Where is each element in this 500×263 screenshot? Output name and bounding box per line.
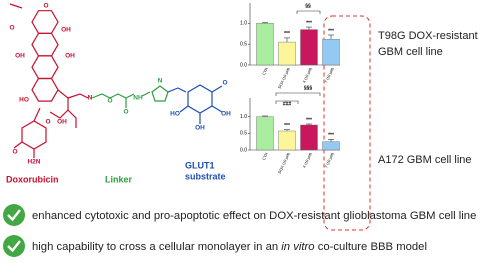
glucose-ring xyxy=(187,84,213,114)
fragment-label: GLUT1 xyxy=(185,160,215,170)
x-tick-label: 4 (10 µM) xyxy=(302,66,313,83)
check-circle xyxy=(3,204,25,226)
atom: HO xyxy=(170,111,180,118)
atom: OH xyxy=(221,111,231,118)
bond xyxy=(167,87,187,93)
atom: NH xyxy=(133,95,143,102)
bond xyxy=(49,89,69,119)
atom: OH xyxy=(65,53,75,60)
atom: OH xyxy=(195,125,205,132)
atom: N xyxy=(88,95,93,102)
x-tick-label: 7 (10 µM) xyxy=(324,66,335,83)
significance: *** xyxy=(284,123,290,129)
bond xyxy=(91,93,135,99)
x-tick-label: 7 (10 µM) xyxy=(324,151,335,168)
highlight-box xyxy=(323,15,371,231)
atom: OH xyxy=(57,119,67,126)
atom: OH xyxy=(15,53,25,60)
bond xyxy=(141,91,151,97)
check-icon xyxy=(3,235,25,257)
ring xyxy=(31,55,59,80)
bond xyxy=(211,85,223,93)
fragment-label: substrate xyxy=(185,171,226,181)
bracket xyxy=(296,10,321,14)
bond xyxy=(13,141,23,149)
significance: *** xyxy=(328,133,334,139)
cell-line-label: A172 GBM cell line xyxy=(378,154,472,166)
fragment-label: Linker xyxy=(105,174,133,184)
fragment-label: Doxorubicin xyxy=(6,174,59,184)
bond xyxy=(211,105,223,113)
y-tick-label: 0.0 xyxy=(240,62,247,68)
check-mark xyxy=(7,209,21,222)
ring xyxy=(31,10,59,34)
check-circle xyxy=(3,235,25,257)
bar-chart: 0.0 0.5 1.0 CTR *** DOX (10 µM) *** 4 (10 µM) **… xyxy=(240,98,340,174)
significance: §§§ xyxy=(304,85,313,91)
x-tick-label: CTR xyxy=(262,67,269,76)
atom: OH xyxy=(61,27,71,34)
atom: N xyxy=(158,78,163,85)
atom: O xyxy=(107,98,112,105)
claim-part: high capability to cross a cellular mono… xyxy=(32,241,281,253)
significance: §§ xyxy=(305,3,311,9)
bar xyxy=(256,116,274,151)
bar-chart: 0.0 0.5 1.0 CTR *** DOX (10 µM) *** 4 (10 µM) **… xyxy=(240,3,340,89)
y-tick-label: 0.5 xyxy=(240,131,247,137)
significance: *** xyxy=(306,20,312,26)
y-tick-label: 1.0 xyxy=(240,21,247,27)
y-tick-label: 0.0 xyxy=(240,147,247,153)
atom: O xyxy=(9,25,14,32)
bond xyxy=(67,93,89,99)
atom: H2N xyxy=(27,159,40,166)
atom: O xyxy=(45,119,50,126)
cell-line-label: GBM cell line xyxy=(378,46,443,58)
check-mark xyxy=(7,240,21,253)
atom: O xyxy=(43,3,48,10)
x-tick-label: 4 (10 µM) xyxy=(302,151,313,168)
bar xyxy=(300,29,318,66)
atom: O xyxy=(222,80,227,87)
claim: high capability to cross a cellular mono… xyxy=(32,241,427,253)
significance: *** xyxy=(284,31,290,37)
claim: enhanced cytotoxic and pro-apoptotic eff… xyxy=(32,210,476,222)
x-tick-label: DOX (10 µM) xyxy=(278,151,291,174)
cell-line-label: T98G DOX-resistant xyxy=(378,30,478,42)
x-tick-label: CTR xyxy=(262,152,269,161)
atom: O xyxy=(12,149,17,156)
atom: HO xyxy=(19,97,29,104)
bond xyxy=(179,105,189,113)
bracket xyxy=(275,100,299,104)
bond xyxy=(67,109,77,128)
bar xyxy=(322,141,340,151)
significance: *** xyxy=(306,117,312,123)
bond xyxy=(33,107,41,122)
bar xyxy=(278,41,296,66)
y-tick-label: 1.0 xyxy=(240,114,247,120)
claim-part: co-culture BBB model xyxy=(315,241,427,253)
bracket xyxy=(275,92,321,96)
claim-part: in vitro xyxy=(281,241,314,253)
daunosamine-ring xyxy=(21,120,47,150)
bar xyxy=(322,38,340,66)
significance: *** xyxy=(328,28,334,34)
bar xyxy=(256,23,274,66)
significance: ### xyxy=(283,101,292,107)
atom: O xyxy=(123,109,128,116)
ring xyxy=(31,77,59,102)
y-tick-label: 0.5 xyxy=(240,41,247,47)
bar xyxy=(300,124,318,151)
x-tick-label: DOX (10 µM) xyxy=(278,66,291,89)
triazole xyxy=(151,85,169,102)
chemical-structure: O O OH OH OH HO OH O H2N O N O O NH N O … xyxy=(6,3,231,185)
bond xyxy=(9,3,23,9)
check-icon xyxy=(3,204,25,226)
ring xyxy=(31,32,59,57)
bar xyxy=(278,130,296,151)
